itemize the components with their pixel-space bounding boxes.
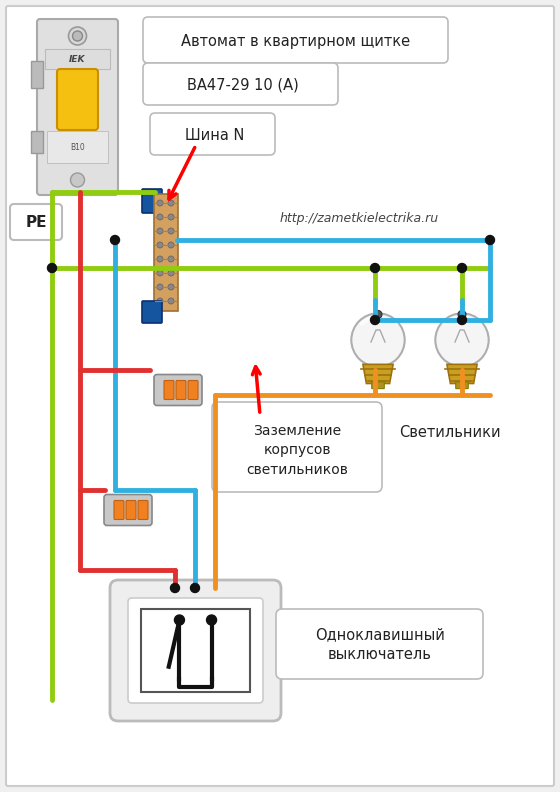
Circle shape	[168, 256, 174, 262]
Circle shape	[175, 615, 184, 625]
Text: Автомат в квартирном щитке: Автомат в квартирном щитке	[181, 33, 410, 48]
Circle shape	[110, 235, 119, 245]
Text: PE: PE	[25, 215, 46, 230]
Text: ВА47-29 10 (А): ВА47-29 10 (А)	[187, 78, 299, 93]
FancyBboxPatch shape	[154, 375, 202, 406]
Text: IEK: IEK	[69, 55, 86, 63]
Text: Одноклавишный
выключатель: Одноклавишный выключатель	[315, 627, 445, 662]
FancyBboxPatch shape	[138, 501, 148, 520]
FancyBboxPatch shape	[456, 382, 468, 389]
Circle shape	[48, 264, 57, 272]
Circle shape	[168, 284, 174, 290]
Circle shape	[71, 173, 85, 187]
FancyBboxPatch shape	[31, 131, 43, 153]
Circle shape	[157, 256, 163, 262]
Text: http://zametkielectrika.ru: http://zametkielectrika.ru	[280, 211, 439, 224]
Circle shape	[168, 242, 174, 248]
Circle shape	[168, 214, 174, 220]
Circle shape	[168, 298, 174, 304]
FancyBboxPatch shape	[10, 204, 62, 240]
Circle shape	[72, 31, 82, 41]
FancyBboxPatch shape	[6, 6, 554, 786]
Circle shape	[157, 270, 163, 276]
FancyBboxPatch shape	[126, 501, 136, 520]
FancyBboxPatch shape	[104, 494, 152, 526]
Circle shape	[168, 270, 174, 276]
FancyBboxPatch shape	[276, 609, 483, 679]
Circle shape	[157, 214, 163, 220]
FancyBboxPatch shape	[45, 49, 110, 69]
Circle shape	[374, 310, 382, 318]
Polygon shape	[363, 364, 393, 383]
Circle shape	[190, 584, 199, 592]
FancyBboxPatch shape	[143, 17, 448, 63]
Circle shape	[157, 200, 163, 206]
Circle shape	[458, 264, 466, 272]
Circle shape	[458, 315, 466, 325]
FancyBboxPatch shape	[154, 194, 178, 311]
Text: Заземление
корпусов
светильников: Заземление корпусов светильников	[246, 424, 348, 477]
FancyBboxPatch shape	[114, 501, 124, 520]
Circle shape	[435, 314, 489, 367]
Text: Светильники: Светильники	[399, 425, 501, 440]
Circle shape	[168, 228, 174, 234]
FancyBboxPatch shape	[37, 19, 118, 195]
FancyBboxPatch shape	[176, 380, 186, 399]
Circle shape	[351, 314, 405, 367]
FancyBboxPatch shape	[47, 131, 108, 163]
Circle shape	[458, 310, 466, 318]
FancyBboxPatch shape	[31, 61, 43, 88]
FancyBboxPatch shape	[110, 580, 281, 721]
FancyBboxPatch shape	[141, 609, 250, 692]
Circle shape	[68, 27, 86, 45]
FancyBboxPatch shape	[142, 189, 162, 213]
FancyBboxPatch shape	[372, 382, 384, 389]
Text: Шина N: Шина N	[185, 128, 245, 143]
Circle shape	[168, 200, 174, 206]
FancyBboxPatch shape	[57, 69, 98, 130]
Circle shape	[157, 228, 163, 234]
Circle shape	[371, 315, 380, 325]
FancyBboxPatch shape	[142, 301, 162, 323]
Circle shape	[157, 298, 163, 304]
FancyBboxPatch shape	[143, 63, 338, 105]
Circle shape	[486, 235, 494, 245]
Circle shape	[170, 584, 180, 592]
FancyBboxPatch shape	[188, 380, 198, 399]
Circle shape	[157, 242, 163, 248]
Polygon shape	[447, 364, 477, 383]
FancyBboxPatch shape	[212, 402, 382, 492]
Circle shape	[207, 615, 217, 625]
Circle shape	[371, 264, 380, 272]
FancyBboxPatch shape	[164, 380, 174, 399]
FancyBboxPatch shape	[128, 598, 263, 703]
Circle shape	[157, 284, 163, 290]
FancyBboxPatch shape	[150, 113, 275, 155]
Text: B10: B10	[70, 143, 85, 151]
